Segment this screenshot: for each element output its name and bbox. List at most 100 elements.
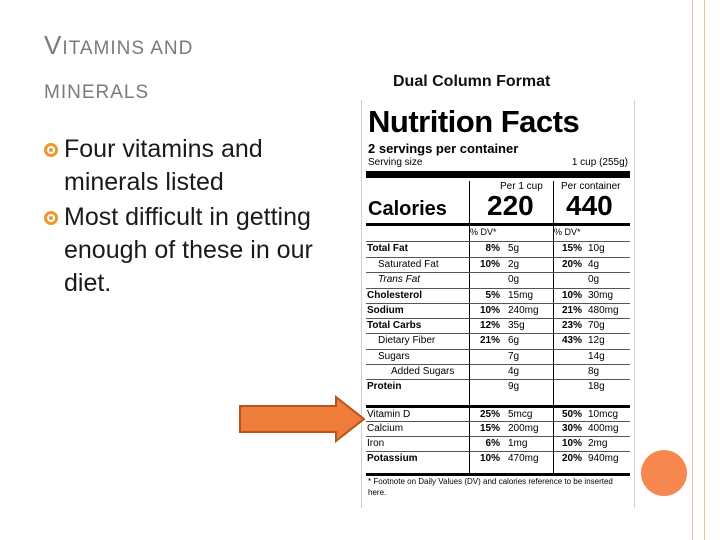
bullet-text: Most difficult in getting enough of thes… bbox=[64, 203, 313, 297]
bullet-item: Most difficult in getting enough of thes… bbox=[44, 201, 334, 300]
nutrient-amount-per-container: 12g bbox=[588, 335, 605, 346]
nutrient-dv-per-container: 43% bbox=[561, 335, 582, 346]
nutrient-row: Calcium 15% 200mg 30% 400mg bbox=[366, 421, 630, 437]
footnote: * Footnote on Daily Values (DV) and calo… bbox=[368, 477, 613, 497]
nutrient-name: Saturated Fat bbox=[378, 259, 439, 270]
nutrient-dv-per-container: 30% bbox=[561, 423, 582, 434]
nutrient-row: Trans Fat 0g 0g bbox=[366, 272, 630, 288]
nutrient-row: Iron 6% 1mg 10% 2mg bbox=[366, 436, 630, 452]
nutrient-amount-per-container: 400mg bbox=[588, 423, 619, 434]
nutrient-amount-per-container: 10g bbox=[588, 243, 605, 254]
nutrient-dv-per-container: 20% bbox=[561, 453, 582, 464]
nutrient-amount-per-cup: 2g bbox=[508, 259, 520, 270]
column-head-per-cup: Per 1 cup bbox=[500, 181, 543, 192]
nutrient-dv-per-container: 23% bbox=[561, 320, 582, 331]
nutrient-amount-per-cup: 5g bbox=[508, 243, 520, 254]
nutrient-amount-per-container: 30mg bbox=[588, 290, 614, 301]
nutrition-label: Nutrition Facts 2 servings per container… bbox=[361, 100, 635, 508]
nutrient-amount-per-container: 18g bbox=[588, 381, 605, 392]
nutrient-dv-per-cup: 5% bbox=[485, 290, 500, 301]
slide-title: VITAMINS AND MINERALS bbox=[44, 30, 344, 108]
nutrient-dv-per-container: 10% bbox=[561, 438, 582, 449]
nutrient-row: Vitamin D 25% 5mcg 50% 10mcg bbox=[366, 405, 630, 423]
calories-label: Calories bbox=[368, 198, 447, 220]
title-line1: ITAMINS AND bbox=[62, 38, 194, 59]
serving-size-value: 1 cup (255g) bbox=[571, 157, 628, 168]
nutrient-name: Total Fat bbox=[367, 243, 408, 254]
nutrient-amount-per-cup: 240mg bbox=[508, 305, 539, 316]
bullet-text: Four vitamins and minerals listed bbox=[64, 135, 263, 196]
dv-head-per-cup: % DV* bbox=[470, 227, 497, 237]
decorative-circle bbox=[641, 450, 687, 496]
nutrient-dv-per-cup: 21% bbox=[479, 335, 500, 346]
nutrient-amount-per-cup: 35g bbox=[508, 320, 525, 331]
nutrient-amount-per-cup: 5mcg bbox=[508, 409, 533, 420]
nutrient-name: Sodium bbox=[367, 305, 404, 316]
nutrient-row: Dietary Fiber 21% 6g 43% 12g bbox=[366, 333, 630, 349]
divider-thick bbox=[366, 171, 630, 178]
bullet-circle-icon bbox=[44, 211, 58, 225]
nutrient-amount-per-cup: 470mg bbox=[508, 453, 539, 464]
nutrient-amount-per-cup: 7g bbox=[508, 351, 520, 362]
nutrient-name: Protein bbox=[367, 381, 402, 392]
nutrient-dv-per-cup: 8% bbox=[485, 243, 500, 254]
nutrient-name: Added Sugars bbox=[391, 366, 455, 377]
nutrient-dv-per-cup: 25% bbox=[479, 409, 500, 420]
servings-per-container: 2 servings per container bbox=[368, 141, 519, 156]
calories-per-container: 440 bbox=[566, 190, 613, 221]
nutrient-amount-per-cup: 1mg bbox=[508, 438, 528, 449]
nutrient-amount-per-cup: 9g bbox=[508, 381, 520, 392]
nutrient-amount-per-container: 10mcg bbox=[588, 409, 619, 420]
nutrient-name: Iron bbox=[367, 438, 385, 449]
nutrient-name: Trans Fat bbox=[378, 274, 421, 285]
dv-head-per-container: % DV* bbox=[554, 227, 581, 237]
nutrient-dv-per-container: 10% bbox=[561, 290, 582, 301]
nutrient-amount-per-container: 4g bbox=[588, 259, 600, 270]
bullet-list: Four vitamins and minerals listed Most d… bbox=[44, 133, 334, 302]
title-line2: MINERALS bbox=[44, 82, 150, 103]
nutrient-amount-per-container: 2mg bbox=[588, 438, 608, 449]
nutrient-amount-per-cup: 200mg bbox=[508, 423, 539, 434]
nutrient-amount-per-cup: 0g bbox=[508, 274, 520, 285]
nutrient-amount-per-container: 480mg bbox=[588, 305, 619, 316]
nutrient-amount-per-container: 0g bbox=[588, 274, 600, 285]
decorative-line-right bbox=[704, 0, 705, 540]
nutrient-row: Added Sugars 4g 8g bbox=[366, 364, 630, 380]
nutrient-dv-per-container: 15% bbox=[561, 243, 582, 254]
nutrient-dv-per-cup: 12% bbox=[479, 320, 500, 331]
nutrient-row: Total Carbs 12% 35g 23% 70g bbox=[366, 318, 630, 334]
nutrient-dv-per-cup: 10% bbox=[479, 259, 500, 270]
divider-thick bbox=[366, 473, 630, 476]
nutrient-name: Vitamin D bbox=[367, 409, 411, 420]
nutrient-dv-per-cup: 6% bbox=[485, 438, 500, 449]
nutrient-row: Cholesterol 5% 15mg 10% 30mg bbox=[366, 288, 630, 304]
nutrient-row: Potassium 10% 470mg 20% 940mg bbox=[366, 451, 630, 467]
nutrient-dv-per-container: 21% bbox=[561, 305, 582, 316]
right-arrow-icon bbox=[239, 395, 366, 443]
title-initial: V bbox=[44, 30, 63, 60]
bullet-circle-icon bbox=[44, 143, 58, 157]
nutrient-name: Dietary Fiber bbox=[378, 335, 436, 346]
label-title: Nutrition Facts bbox=[368, 104, 580, 139]
nutrient-dv-per-cup: 15% bbox=[479, 423, 500, 434]
divider-medium bbox=[366, 223, 630, 226]
nutrient-amount-per-container: 70g bbox=[588, 320, 605, 331]
nutrient-amount-per-container: 8g bbox=[588, 366, 600, 377]
nutrient-name: Calcium bbox=[367, 423, 404, 434]
nutrient-row: Protein 9g 18g bbox=[366, 379, 630, 395]
column-divider bbox=[469, 181, 470, 473]
nutrient-amount-per-cup: 6g bbox=[508, 335, 520, 346]
nutrient-amount-per-container: 940mg bbox=[588, 453, 619, 464]
nutrient-row: Saturated Fat 10% 2g 20% 4g bbox=[366, 257, 630, 273]
nutrient-name: Potassium bbox=[367, 453, 418, 464]
nutrient-name: Total Carbs bbox=[367, 320, 422, 331]
nutrient-amount-per-cup: 15mg bbox=[508, 290, 534, 301]
format-heading: Dual Column Format bbox=[393, 73, 551, 90]
column-divider bbox=[553, 181, 554, 473]
nutrient-amount-per-container: 14g bbox=[588, 351, 605, 362]
column-head-per-container: Per container bbox=[561, 181, 621, 192]
decorative-line-left bbox=[692, 0, 693, 540]
nutrient-amount-per-cup: 4g bbox=[508, 366, 520, 377]
calories-per-cup: 220 bbox=[487, 190, 534, 221]
bullet-item: Four vitamins and minerals listed bbox=[44, 133, 334, 199]
